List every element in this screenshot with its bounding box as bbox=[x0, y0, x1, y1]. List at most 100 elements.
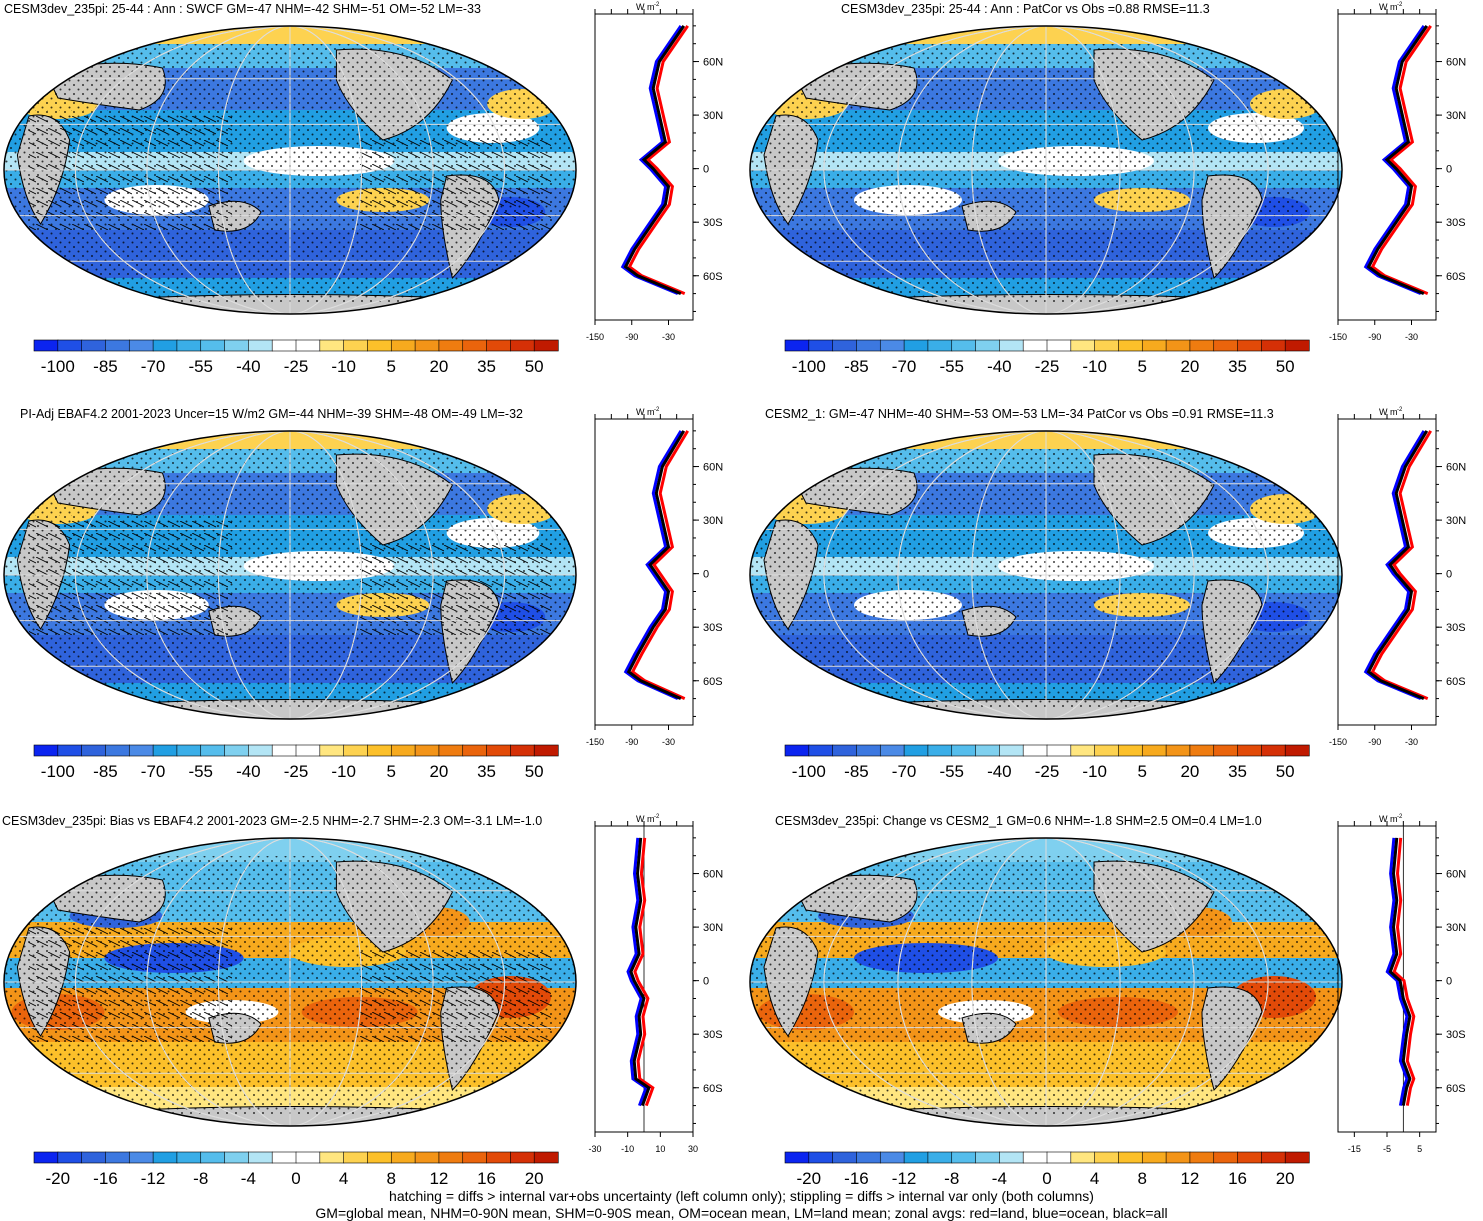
colorbar-cell bbox=[414, 744, 440, 757]
zonal-curve-all bbox=[623, 25, 686, 295]
colorbar-label: -55 bbox=[188, 762, 213, 781]
colorbar-label: -12 bbox=[892, 1169, 917, 1188]
lat-tick-label: 60S bbox=[703, 676, 723, 688]
colorbar-cell bbox=[367, 339, 392, 352]
colorbar: -100 -85 -70 -55 -40 -25 -10 5 20 35 50 bbox=[33, 339, 559, 376]
x-tick-label: -90 bbox=[625, 332, 638, 342]
colorbar-label: -4 bbox=[992, 1169, 1007, 1188]
colorbar-cell bbox=[927, 339, 953, 352]
x-tick-label: -150 bbox=[586, 332, 604, 342]
colorbar-label: -100 bbox=[41, 762, 75, 781]
colorbar-label: -100 bbox=[792, 357, 826, 376]
zonal-curve-land bbox=[1370, 25, 1432, 295]
units-label: W m bbox=[636, 814, 655, 824]
colorbar-label: -85 bbox=[844, 357, 869, 376]
colorbar-label: 5 bbox=[1138, 357, 1147, 376]
colorbar-label: -16 bbox=[93, 1169, 118, 1188]
colorbar-cell bbox=[1118, 744, 1143, 757]
lat-tick-label: 60S bbox=[703, 271, 723, 283]
colorbar-cell bbox=[1094, 1151, 1120, 1164]
lat-tick-label: 60S bbox=[1446, 1083, 1466, 1095]
colorbar-cell bbox=[879, 1151, 905, 1164]
global-map bbox=[749, 837, 1343, 1127]
zonal-mean-plot: W m -2 -30 -10 10 30 60N 30N 0 30S 60S bbox=[588, 814, 723, 1154]
colorbar-cell bbox=[486, 744, 511, 757]
units-label: W m bbox=[1379, 2, 1398, 12]
colorbar-cell bbox=[903, 744, 929, 757]
colorbar-cell bbox=[176, 1151, 202, 1164]
zonal-curve-ocean bbox=[1363, 25, 1426, 295]
colorbar-cell bbox=[1046, 744, 1072, 757]
colorbar-cell bbox=[1046, 339, 1072, 352]
lat-tick-label: 30S bbox=[703, 1029, 723, 1041]
colorbar-cell bbox=[975, 1151, 1000, 1164]
colorbar-cell bbox=[295, 339, 321, 352]
colorbar-label: -55 bbox=[939, 762, 964, 781]
lat-tick-label: 0 bbox=[1446, 569, 1452, 581]
panel-patcor-model: CESM3dev_235pi: 25-44 : Ann : PatCor vs … bbox=[741, 0, 1482, 407]
footer-note-legend: GM=global mean, NHM=0-90N mean, SHM=0-90… bbox=[315, 1205, 1168, 1221]
units-label: W m bbox=[1379, 407, 1398, 417]
lat-tick-label: 60N bbox=[1446, 869, 1466, 881]
colorbar-cell bbox=[879, 339, 905, 352]
lat-tick-label: 30N bbox=[1446, 110, 1466, 122]
colorbar-cell bbox=[1284, 1151, 1310, 1164]
colorbar-cell bbox=[1189, 1151, 1215, 1164]
x-tick-label: -90 bbox=[625, 737, 638, 747]
colorbar-cell bbox=[1046, 1151, 1072, 1164]
colorbar-cell bbox=[319, 339, 345, 352]
colorbar-label: -55 bbox=[188, 357, 213, 376]
lat-tick-label: 60S bbox=[1446, 271, 1466, 283]
colorbar-cell bbox=[784, 1151, 810, 1164]
x-tick-label: -30 bbox=[1405, 737, 1418, 747]
colorbar-label: -25 bbox=[1035, 762, 1060, 781]
colorbar-cell bbox=[1189, 744, 1215, 757]
zonal-curve-land bbox=[1370, 430, 1432, 700]
graticule-line bbox=[217, 838, 363, 1126]
x-tick-label: -10 bbox=[621, 1144, 634, 1154]
colorbar-label: 35 bbox=[1228, 357, 1247, 376]
x-tick-label: -150 bbox=[586, 737, 604, 747]
colorbar-label: 8 bbox=[1138, 1169, 1147, 1188]
colorbar-label: 35 bbox=[477, 357, 496, 376]
graticule-line bbox=[217, 26, 363, 314]
units-label: W m bbox=[1379, 814, 1398, 824]
colorbar-cell bbox=[128, 339, 154, 352]
colorbar-cell bbox=[533, 744, 559, 757]
hatching bbox=[359, 952, 551, 1042]
lat-tick-label: 0 bbox=[1446, 164, 1452, 176]
colorbar-cell bbox=[176, 744, 202, 757]
lat-tick-label: 30N bbox=[703, 922, 723, 934]
colorbar-cell bbox=[295, 744, 321, 757]
colorbar-cell bbox=[224, 1151, 249, 1164]
zonal-mean-plot: W m -2 -15 -5 5 60N 30N 0 30S 60S bbox=[1337, 814, 1466, 1154]
colorbar-cell bbox=[808, 339, 834, 352]
colorbar-cell bbox=[856, 1151, 881, 1164]
colorbar-cell bbox=[533, 339, 559, 352]
colorbar-cell bbox=[57, 1151, 83, 1164]
x-tick-label: -90 bbox=[1368, 737, 1381, 747]
colorbar-cell bbox=[999, 744, 1024, 757]
colorbar-label: -10 bbox=[1082, 357, 1107, 376]
units-superscript: -2 bbox=[654, 2, 660, 8]
colorbar-cell bbox=[1022, 744, 1048, 757]
zonal-curve-all bbox=[626, 430, 686, 700]
panel-title: CESM3dev_235pi: 25-44 : Ann : SWCF GM=-4… bbox=[4, 2, 481, 16]
colorbar-cell bbox=[152, 744, 178, 757]
map-border bbox=[749, 430, 1343, 720]
colorbar-label: 20 bbox=[429, 357, 448, 376]
colorbar-cell bbox=[271, 744, 297, 757]
colorbar-cell bbox=[1284, 339, 1310, 352]
x-tick-label: -30 bbox=[1405, 332, 1418, 342]
colorbar-label: 20 bbox=[1276, 1169, 1295, 1188]
colorbar-label: -40 bbox=[236, 762, 261, 781]
colorbar-cell bbox=[486, 1151, 511, 1164]
panel-ebaf-obs: PI-Adj EBAF4.2 2001-2023 Uncer=15 W/m2 G… bbox=[0, 405, 741, 812]
colorbar-cell bbox=[343, 1151, 369, 1164]
colorbar-cell bbox=[1213, 1151, 1239, 1164]
x-tick-label: -150 bbox=[1329, 737, 1347, 747]
colorbar-cell bbox=[224, 744, 249, 757]
colorbar-cell bbox=[343, 339, 369, 352]
colorbar-cell bbox=[510, 1151, 535, 1164]
colorbar-cell bbox=[271, 1151, 297, 1164]
